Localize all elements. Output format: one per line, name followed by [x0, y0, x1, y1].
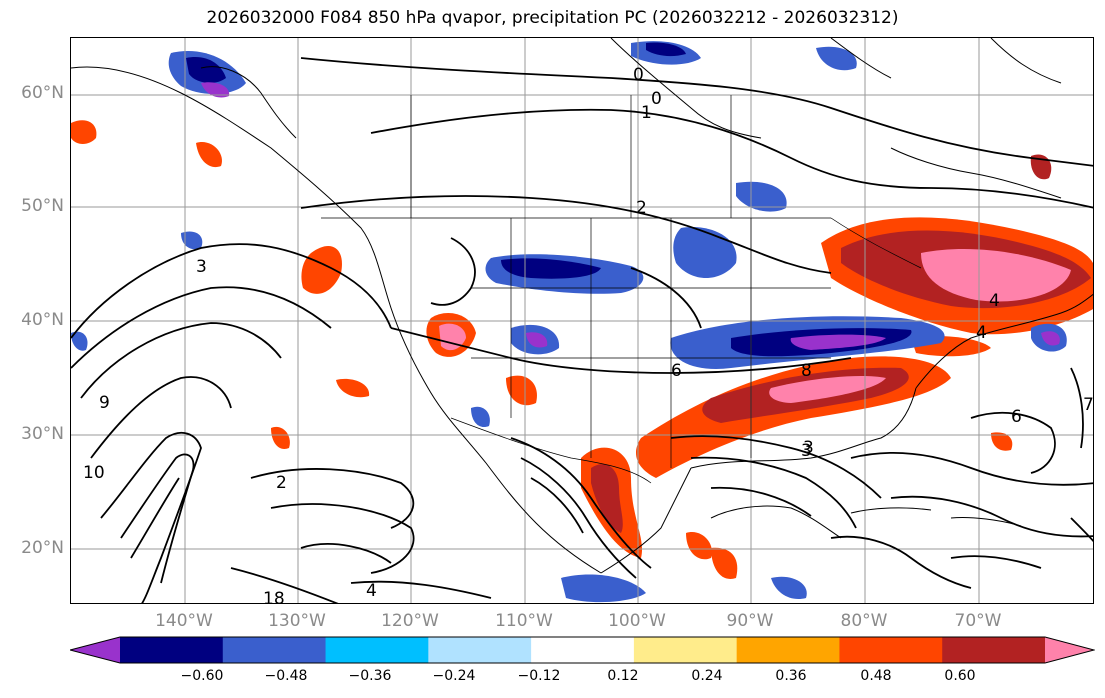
lat-label: 60°N: [21, 83, 64, 103]
qvapor-contours: [71, 57, 1093, 603]
lon-label: 140°W: [155, 611, 213, 631]
colorbar-segment: [839, 637, 943, 663]
colorbar-segment: [120, 637, 224, 663]
contour-label: 0: [651, 89, 662, 109]
map-title: 2026032000 F084 850 hPa qvapor, precipit…: [206, 8, 899, 28]
pc-region: [711, 547, 738, 579]
lon-label: 100°W: [608, 611, 666, 631]
contour-label: 10: [83, 463, 105, 483]
contour-label: 3: [196, 257, 207, 277]
map-panel: 0 0 1 2 3 3 4 4 6 6 8 9 10 2 4 18 3 7: [70, 37, 1094, 604]
pc-region: [790, 334, 886, 350]
contour-label: 4: [989, 291, 1000, 311]
colorbar-tick-label: −0.12: [517, 668, 561, 684]
pc-region: [991, 432, 1013, 451]
colorbar-segment: [70, 637, 120, 663]
contour-label: 6: [671, 361, 682, 381]
pc-region: [646, 42, 686, 57]
contour-label: 1: [641, 103, 652, 123]
pc-region: [506, 375, 537, 406]
pc-region: [816, 46, 857, 71]
contour-label: 7: [1083, 395, 1094, 415]
colorbar-outline: [70, 636, 1095, 664]
contour-label: 9: [99, 393, 110, 413]
colorbar-segment: [736, 637, 840, 663]
contour-label-group: 0 0 1 2 3 3 4 4 6 6 8 9 10 2 4 18 3 7: [83, 65, 1094, 604]
pc-region: [181, 231, 203, 250]
contour-label: 0: [633, 65, 644, 85]
contour-label: 4: [366, 581, 377, 601]
positive-pc-shading: [71, 120, 1093, 579]
map-canvas: 0 0 1 2 3 3 4 4 6 6 8 9 10 2 4 18 3 7: [71, 38, 1094, 604]
colorbar-segment: [222, 637, 327, 663]
colorbar-tick-label: 0.48: [860, 668, 892, 684]
colorbar-segment: [325, 637, 429, 663]
pc-region: [591, 464, 623, 533]
contour-label: 2: [276, 473, 287, 493]
lon-label: 130°W: [268, 611, 326, 631]
pc-region: [271, 426, 290, 449]
lon-label: 80°W: [840, 611, 888, 631]
pc-region: [471, 406, 490, 428]
lat-label: 20°N: [21, 538, 64, 558]
colorbar-segment: [942, 637, 1046, 663]
colorbar-segment: [428, 637, 532, 663]
pc-region: [501, 258, 601, 279]
pc-region: [736, 181, 787, 212]
pc-region: [686, 532, 712, 560]
colorbar-tick-label: 0.36: [775, 668, 807, 684]
pc-region: [71, 120, 97, 144]
pc-region: [301, 245, 342, 294]
colorbar-tick-label: 0.12: [607, 668, 639, 684]
pc-region: [1041, 331, 1060, 346]
pc-region: [186, 57, 226, 83]
colorbar-segments: [70, 637, 1094, 663]
colorbar-segment: [633, 637, 738, 663]
contour-label: 4: [976, 323, 987, 343]
pc-region: [673, 227, 737, 278]
lon-label: 90°W: [726, 611, 774, 631]
contour-label: 3: [803, 438, 814, 458]
contour-label: 18: [263, 589, 285, 604]
lat-label: 40°N: [21, 310, 64, 330]
contour-label: 3: [801, 441, 812, 461]
pc-region: [526, 332, 548, 348]
colorbar-tick-label: −0.36: [348, 668, 392, 684]
coastlines: [71, 38, 1093, 574]
pc-region: [921, 249, 1071, 302]
lon-label: 70°W: [954, 611, 1002, 631]
contour-label: 2: [636, 198, 647, 218]
pc-region: [769, 376, 886, 403]
colorbar-segment: [1045, 637, 1094, 663]
pc-region: [439, 323, 466, 351]
pc-region: [196, 142, 222, 168]
colorbar-tick-label: −0.48: [264, 668, 308, 684]
contour-label: 8: [801, 361, 812, 381]
pc-region: [561, 574, 646, 603]
colorbar-tick-label: 0.24: [691, 668, 723, 684]
colorbar-tick-label: −0.60: [180, 668, 224, 684]
lat-label: 30°N: [21, 424, 64, 444]
lat-label: 50°N: [21, 196, 64, 216]
negative-pc-shading: [71, 41, 1067, 603]
lon-label: 120°W: [381, 611, 439, 631]
pc-region: [71, 331, 88, 351]
lon-label: 110°W: [495, 611, 553, 631]
colorbar-tick-label: 0.60: [944, 668, 976, 684]
political-borders: [321, 95, 922, 484]
colorbar-tick-label: −0.24: [432, 668, 476, 684]
contour-label: 6: [1011, 407, 1022, 427]
graticule: [71, 38, 1093, 603]
colorbar: [70, 636, 1095, 664]
pc-region: [771, 576, 807, 600]
pc-region: [336, 378, 370, 398]
colorbar-segment: [531, 637, 635, 663]
pc-region: [201, 82, 230, 98]
